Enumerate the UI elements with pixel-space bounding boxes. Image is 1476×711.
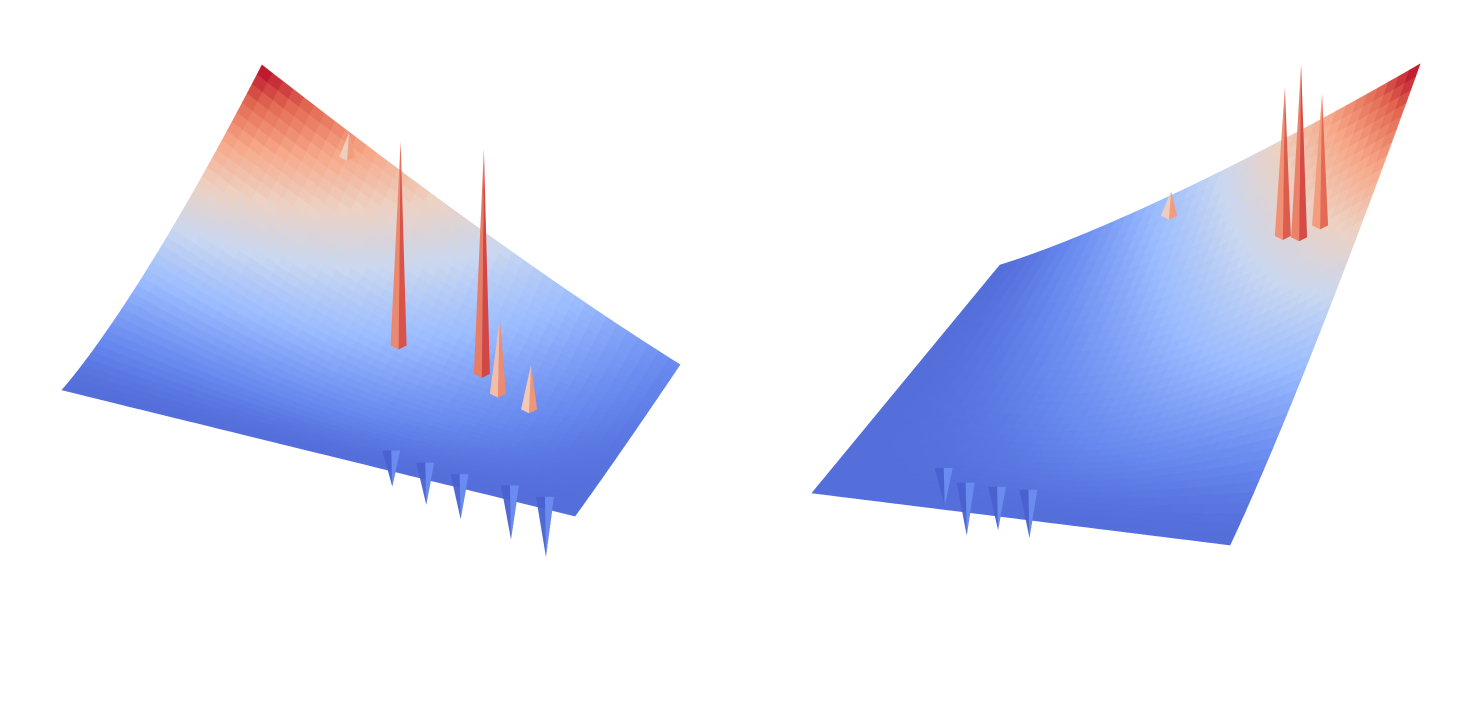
spike-up-face — [497, 318, 506, 398]
spike-up — [473, 148, 484, 378]
surface-mesh — [811, 63, 1421, 546]
spike-down-face — [997, 486, 1007, 530]
spike-up — [521, 364, 532, 414]
spike-up-face — [1320, 93, 1329, 230]
spike-down-face — [425, 462, 435, 505]
surface-facet — [1219, 533, 1236, 546]
spike-down-face — [509, 485, 519, 540]
surface-facet — [561, 509, 579, 517]
spike-up-face — [1282, 87, 1291, 240]
spike-up-face — [398, 141, 407, 350]
spike-down-face — [1028, 489, 1038, 538]
spike-up — [1274, 87, 1285, 240]
spike-up-face — [1169, 191, 1178, 220]
spike-up — [339, 132, 350, 161]
spike-up-face — [529, 364, 538, 414]
spike-down-face — [544, 496, 554, 557]
surface-mesh — [61, 64, 681, 557]
spike-up — [1291, 64, 1302, 242]
spike-down-face — [391, 450, 401, 487]
spike-up — [1161, 191, 1172, 220]
spike-up — [1312, 93, 1323, 230]
spike-down-face — [459, 474, 469, 520]
surface-plot-right — [811, 63, 1421, 546]
spike-up-face — [347, 132, 356, 161]
surface-plot-left — [61, 64, 681, 557]
spike-up — [489, 318, 500, 398]
spike-down-face — [943, 467, 953, 507]
spike-up — [390, 141, 401, 350]
spike-down-face — [965, 482, 975, 536]
spike-up-face — [1299, 64, 1308, 242]
spike-up-face — [481, 148, 490, 378]
